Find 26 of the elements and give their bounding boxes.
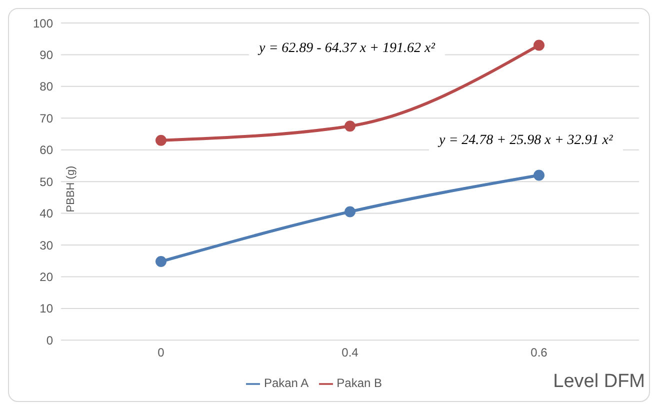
y-tick-label: 50 xyxy=(40,174,54,189)
x-tick-label: 0.6 xyxy=(530,346,548,360)
legend-label: Pakan A xyxy=(264,376,309,390)
y-tick-label: 30 xyxy=(40,238,54,252)
point xyxy=(156,256,166,268)
x-tick-label: 0.4 xyxy=(342,346,359,360)
point xyxy=(534,170,544,181)
point xyxy=(344,120,356,132)
y-tick-label: 60 xyxy=(40,143,54,158)
y-axis-title: PBBH (g) xyxy=(65,166,77,212)
annotation: y = 62.89 - 64.37 x + 191.62 x² xyxy=(249,39,445,59)
point xyxy=(534,40,544,51)
y-tick-label: 0 xyxy=(46,333,54,348)
y-tick-label: 90 xyxy=(40,48,54,62)
point xyxy=(156,134,166,146)
annotation: y = 24.78 + 25.98 x + 32.91 x² xyxy=(429,131,623,151)
point xyxy=(344,206,356,218)
x-tick-label: 0 xyxy=(158,346,165,360)
y-tick-label: 100 xyxy=(32,16,54,30)
x-axis-title: Level DFM xyxy=(553,371,645,393)
y-tick-label: 10 xyxy=(40,302,54,316)
y-tick-label: 40 xyxy=(40,206,54,221)
y-tick-label: 80 xyxy=(40,80,54,94)
y-tick-label: 20 xyxy=(40,270,54,284)
legend-label: Pakan B xyxy=(336,376,382,390)
y-tick-label: 70 xyxy=(40,111,54,126)
